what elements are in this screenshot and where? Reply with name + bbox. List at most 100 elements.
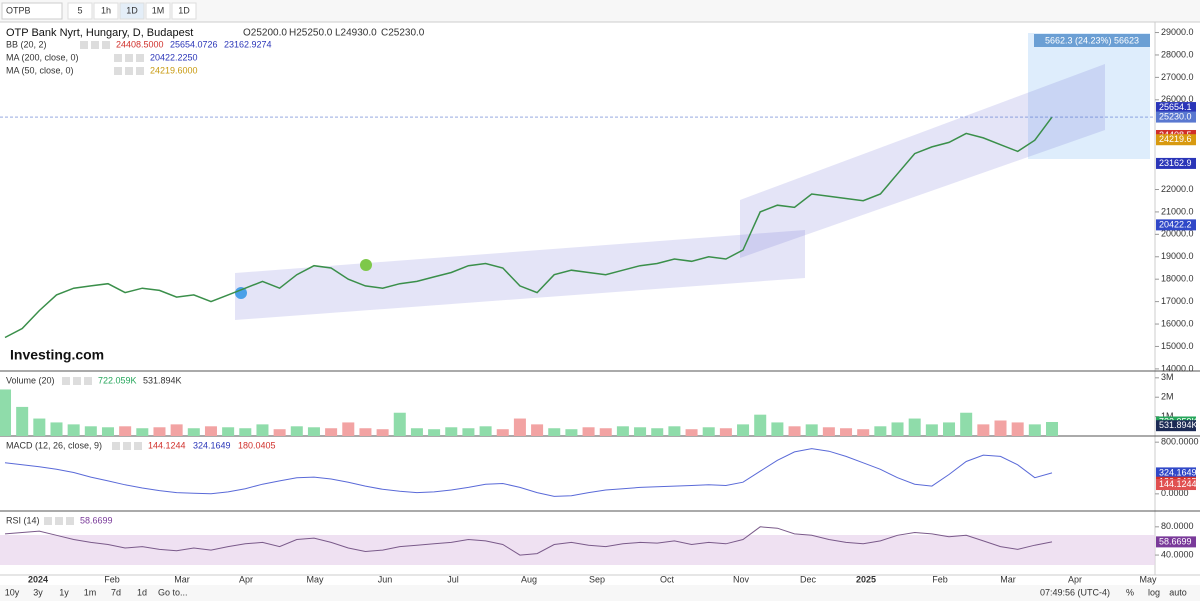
toolbar	[0, 0, 1200, 22]
range-button[interactable]: 1m	[84, 587, 97, 597]
pane-title: MACD (12, 26, close, 9)	[6, 440, 102, 450]
legend-icon[interactable]	[125, 54, 133, 62]
volume-bar	[101, 427, 114, 436]
volume-bar	[496, 429, 509, 436]
y-tick-label: 22000.0	[1161, 184, 1194, 194]
volume-bar	[479, 426, 492, 436]
interval-label[interactable]: 5	[77, 5, 82, 15]
legend-icon[interactable]	[123, 442, 131, 450]
volume-bar	[565, 429, 578, 436]
interval-label[interactable]: 1D	[178, 5, 190, 15]
marker-p[interactable]	[235, 287, 247, 299]
x-tick-label: Jun	[378, 574, 393, 584]
legend-icon[interactable]	[62, 377, 70, 385]
scale-option[interactable]: log	[1148, 587, 1160, 597]
symbol-box[interactable]	[1, 2, 63, 20]
range-button[interactable]: 1d	[137, 587, 147, 597]
range-button[interactable]: 1y	[59, 587, 69, 597]
volume-bar	[290, 426, 303, 436]
volume-bar	[616, 426, 629, 436]
volume-bar	[0, 389, 12, 436]
interval-button[interactable]	[93, 2, 119, 20]
volume-bar	[50, 422, 63, 436]
y-tick-label: 18000.0	[1161, 274, 1194, 284]
interval-button[interactable]	[119, 2, 145, 20]
volume-bar	[685, 429, 698, 436]
y-tick-label: 29000.0	[1161, 27, 1194, 37]
x-tick-label: Apr	[239, 574, 253, 584]
legend-icon[interactable]	[73, 377, 81, 385]
marker-d[interactable]	[360, 259, 372, 271]
pane-title: Volume (20)	[6, 375, 55, 385]
legend-icon[interactable]	[125, 67, 133, 75]
range-button[interactable]: 10y	[5, 587, 20, 597]
legend-icon[interactable]	[112, 442, 120, 450]
price-label: 531.894K	[1159, 420, 1198, 430]
ohlc-value: L24930.0	[335, 28, 377, 39]
volume-bar	[582, 427, 595, 436]
volume-bar	[393, 412, 406, 436]
volume-bar	[410, 428, 423, 436]
volume-bar	[805, 424, 818, 436]
volume-bar	[908, 418, 921, 436]
legend-icon[interactable]	[102, 41, 110, 49]
volume-bar	[376, 429, 389, 436]
interval-label[interactable]: 1D	[126, 5, 138, 15]
indicator-value: 20422.2250	[150, 52, 198, 62]
y-tick-label: 19000.0	[1161, 251, 1194, 261]
volume-bar	[222, 427, 235, 436]
legend-icon[interactable]	[91, 41, 99, 49]
y-tick-label: 14000.0	[1161, 363, 1194, 373]
y-tick-label: 3M	[1161, 372, 1174, 382]
scale-option[interactable]: %	[1126, 587, 1134, 597]
y-tick-label: 16000.0	[1161, 318, 1194, 328]
volume-bar	[513, 418, 526, 436]
volume-bar	[187, 428, 200, 436]
volume-bar	[788, 426, 801, 436]
volume-bar	[822, 427, 835, 436]
legend-icon[interactable]	[55, 517, 63, 525]
symbol[interactable]: OTPB	[6, 5, 31, 15]
volume-bar	[1045, 421, 1059, 436]
legend-icon[interactable]	[84, 377, 92, 385]
volume-bar	[651, 428, 664, 436]
volume-bar	[67, 424, 80, 436]
interval-label[interactable]: 1h	[101, 5, 111, 15]
range-button[interactable]: 7d	[111, 587, 121, 597]
range-button[interactable]: 3y	[33, 587, 43, 597]
price-label-box	[1156, 479, 1196, 491]
legend-icon[interactable]	[134, 442, 142, 450]
volume-bar	[204, 426, 217, 436]
volume-bar	[737, 424, 750, 436]
interval-button[interactable]	[171, 2, 197, 20]
legend-icon[interactable]	[66, 517, 74, 525]
volume-bar	[771, 422, 784, 436]
volume-bar	[891, 422, 904, 436]
y-tick-label: 27000.0	[1161, 72, 1194, 82]
y-tick-label: 17000.0	[1161, 296, 1194, 306]
legend-icon[interactable]	[80, 41, 88, 49]
goto-button[interactable]: Go to...	[158, 587, 188, 597]
x-tick-label: Sep	[589, 574, 605, 584]
interval-button[interactable]	[67, 2, 93, 20]
scale-option[interactable]: auto	[1169, 587, 1187, 597]
legend-icon[interactable]	[114, 54, 122, 62]
x-tick-label: Mar	[174, 574, 190, 584]
x-tick-label: Oct	[660, 574, 675, 584]
legend-icon[interactable]	[114, 67, 122, 75]
pane-value: 144.1244	[148, 440, 186, 450]
ohlc-value: C25230.0	[381, 28, 425, 39]
legend-icon[interactable]	[136, 67, 144, 75]
price-label: 23162.9	[1159, 158, 1192, 168]
x-tick-label: Nov	[733, 574, 750, 584]
interval-button[interactable]	[145, 2, 171, 20]
price-label-box	[1156, 219, 1196, 231]
volume-bar	[548, 428, 561, 436]
legend-icon[interactable]	[136, 54, 144, 62]
chart-title: OTP Bank Nyrt, Hungary, D, Budapest	[6, 27, 193, 39]
legend-icon[interactable]	[44, 517, 52, 525]
volume-bar	[359, 428, 372, 436]
y-tick-label: 15000.0	[1161, 341, 1194, 351]
interval-label[interactable]: 1M	[152, 5, 165, 15]
